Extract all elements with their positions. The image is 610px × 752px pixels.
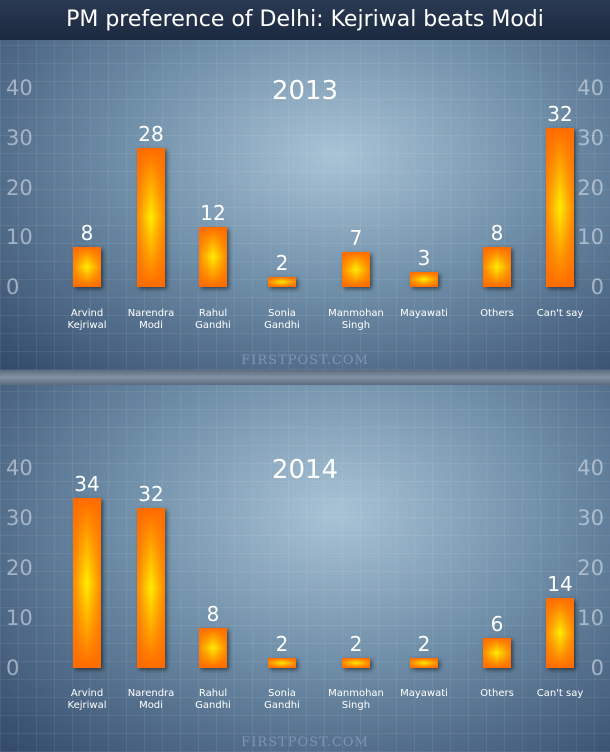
y-tick-label: 0: [6, 656, 20, 680]
x-tick-label: Rahul Gandhi: [195, 688, 231, 711]
y-tick-label: 30: [6, 506, 33, 530]
bar: [410, 658, 438, 668]
y-tick-label: 10: [6, 225, 33, 250]
x-tick-label: Sonia Gandhi: [264, 688, 300, 711]
page-title: PM preference of Delhi: Kejriwal beats M…: [0, 0, 610, 40]
value-label: 6: [490, 612, 504, 636]
y-tick-label: 40: [6, 76, 33, 100]
x-tick-label: Others: [480, 308, 514, 319]
y2-tick-label: 40: [577, 456, 604, 480]
chart-panel: 2013 0 0 10 10 20 20 30 30 40 40 8 Arvind Kejriwal 28…: [0, 40, 610, 370]
y2-tick-label: 0: [590, 656, 604, 680]
y2-tick-label: 30: [577, 506, 604, 530]
y-tick-label: 20: [6, 556, 33, 580]
value-label: 2: [349, 632, 363, 656]
chart-panel: 2014 0 0 10 10 20 20 30 30 40 40 34 Arvind Kejriwal 3…: [0, 385, 610, 752]
value-label: 28: [138, 121, 164, 146]
y2-tick-label: 20: [577, 556, 604, 580]
bar: [546, 127, 574, 287]
bar: [199, 227, 227, 287]
bar: [546, 598, 574, 668]
value-label: 8: [490, 221, 504, 246]
value-label: 2: [417, 632, 431, 656]
x-tick-label: Manmohan Singh: [328, 308, 384, 331]
y2-tick-label: 40: [577, 76, 604, 100]
y-tick-label: 10: [6, 606, 33, 630]
value-label: 32: [547, 101, 573, 126]
y2-tick-label: 20: [577, 175, 604, 200]
y2-tick-label: 10: [577, 225, 604, 250]
y-tick-label: 30: [6, 125, 33, 150]
x-tick-label: Rahul Gandhi: [195, 308, 231, 331]
x-tick-label: Can't say: [536, 688, 584, 699]
x-tick-label: Manmohan Singh: [328, 688, 384, 711]
x-tick-label: Can't say: [536, 308, 584, 319]
y-tick-label: 0: [6, 275, 20, 299]
source: FIRSTPOST.COM: [241, 353, 369, 368]
x-tick-label: Mayawati: [400, 308, 448, 319]
value-label: 7: [349, 226, 363, 251]
source: FIRSTPOST.COM: [241, 735, 369, 750]
bar: [342, 252, 370, 287]
bar: [342, 658, 370, 668]
value-label: 32: [138, 482, 164, 506]
x-tick-label: Sonia Gandhi: [264, 308, 300, 331]
value-label: 8: [206, 602, 220, 626]
value-label: 34: [74, 472, 100, 496]
bar: [73, 498, 101, 668]
y2-tick-label: 30: [577, 125, 604, 150]
bar: [268, 658, 296, 668]
bar: [137, 508, 165, 668]
value-label: 8: [80, 221, 94, 246]
bar: [137, 147, 165, 287]
bar: [410, 272, 438, 287]
value-label: 12: [200, 201, 226, 226]
value-label: 2: [275, 251, 289, 276]
x-tick-label: Narendra Modi: [127, 308, 175, 331]
separator: [0, 370, 610, 385]
y2-tick-label: 0: [590, 275, 604, 299]
x-tick-label: Others: [480, 688, 514, 699]
chart-title: 2013: [271, 76, 339, 106]
bar: [483, 247, 511, 287]
value-label: 14: [547, 572, 573, 596]
y-tick-label: 40: [6, 456, 33, 480]
bar: [199, 628, 227, 668]
bar: [483, 638, 511, 668]
chart-title: 2014: [271, 455, 339, 485]
x-tick-label: Arvind Kejriwal: [67, 308, 107, 331]
y2-tick-label: 10: [577, 606, 604, 630]
value-label: 3: [417, 246, 431, 271]
value-label: 2: [275, 632, 289, 656]
bar: [73, 247, 101, 287]
x-tick-label: Mayawati: [400, 688, 448, 699]
x-tick-label: Arvind Kejriwal: [67, 688, 107, 711]
y-tick-label: 20: [6, 175, 33, 200]
x-tick-label: Narendra Modi: [127, 688, 175, 711]
bar: [268, 277, 296, 287]
